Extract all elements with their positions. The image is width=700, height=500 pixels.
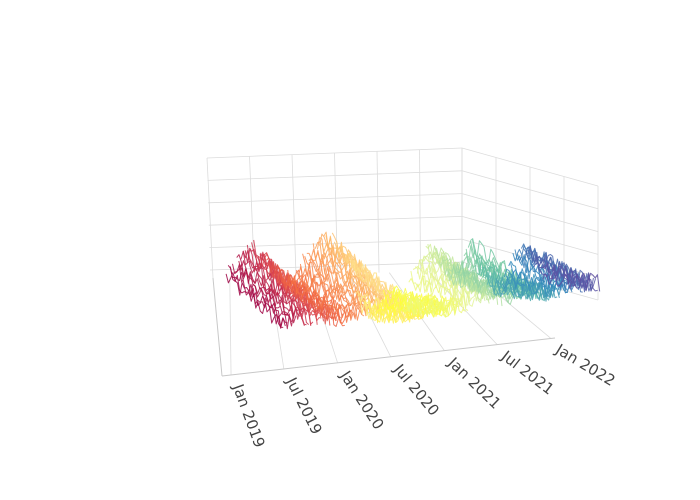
x-tick-label: Jul 2020	[390, 360, 443, 419]
series-line-31	[291, 274, 350, 319]
series-line-10	[246, 244, 305, 327]
series-line-9	[244, 248, 303, 320]
series-line-11	[249, 247, 307, 326]
grid-line-4	[376, 151, 380, 273]
x-tick-label: Jan 2019	[229, 381, 269, 450]
grid-line-12	[209, 261, 463, 271]
grid-line-31	[221, 337, 556, 377]
grid-line-11	[209, 238, 463, 248]
series-line-149	[542, 264, 601, 292]
x-tick-label: Jan 2020	[336, 367, 388, 433]
series-line-44	[319, 233, 378, 313]
series-line-34	[297, 270, 356, 321]
series-line-7	[240, 250, 299, 319]
series-line-132	[506, 271, 565, 295]
x-tick-label: Jan 2022	[552, 340, 619, 390]
series-line-2	[229, 266, 288, 328]
series-line-32	[293, 269, 352, 323]
grid-line-32	[212, 277, 223, 377]
grid-line-3	[334, 152, 338, 275]
series-line-42	[314, 241, 373, 314]
series-line-33	[295, 266, 354, 317]
chart-series-lines	[225, 231, 601, 330]
series-line-84	[404, 298, 463, 318]
series-line-87	[410, 270, 469, 312]
x-axis-tick-labels: Jan 2019 Jul 2019 Jan 2020 Jul 2020 Jan 2021…	[229, 340, 619, 450]
grid-line-2	[291, 154, 297, 276]
series-line-85	[406, 298, 465, 316]
grid-line-1	[249, 156, 255, 277]
series-line-6	[238, 260, 297, 324]
series-line-130	[501, 272, 560, 299]
grid-line-5	[419, 149, 421, 272]
grid-line-7	[206, 147, 463, 159]
grid-line-10	[208, 216, 463, 226]
grid-line-0	[206, 157, 214, 279]
x-tick-label: Jan 2021	[444, 353, 505, 413]
grid-line-8	[207, 170, 463, 181]
series-line-27	[283, 278, 341, 319]
x-tick-label: Jul 2021	[497, 346, 557, 398]
series-line-38	[306, 252, 365, 317]
grid-line-9	[208, 193, 463, 204]
grid-line-24	[229, 277, 232, 375]
x-tick-label: Jul 2019	[282, 374, 326, 438]
series-line-1	[227, 264, 286, 329]
